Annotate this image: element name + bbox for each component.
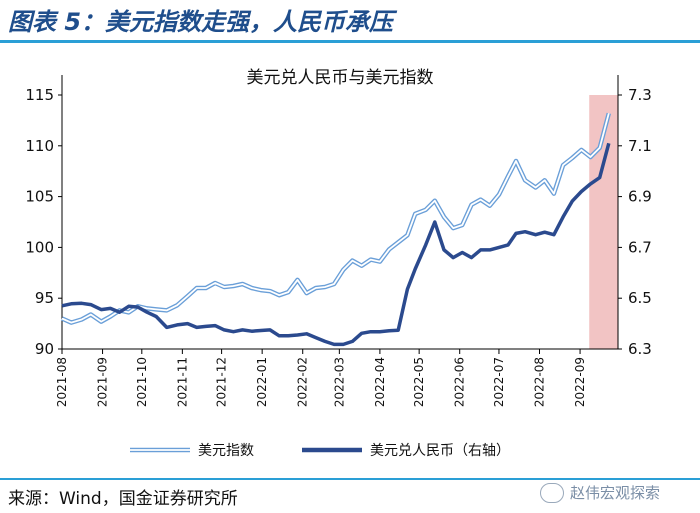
x-tick-label: 2021-09 (96, 357, 110, 407)
watermark: 赵伟宏观探索 (540, 482, 660, 503)
x-tick-label: 2021-12 (215, 357, 229, 407)
right-tick-label: 6.9 (628, 188, 652, 206)
left-tick-label: 100 (25, 238, 54, 256)
right-tick-label: 6.5 (628, 289, 652, 307)
left-tick-label: 90 (35, 340, 54, 358)
x-tick-label: 2022-07 (492, 357, 506, 407)
legend-label-cny: 美元兑人民币（右轴） (370, 443, 510, 459)
x-tick-label: 2022-01 (255, 357, 269, 407)
x-tick-label: 2022-09 (573, 357, 587, 407)
axes-layer: 90 95 100 105 110 115 6.3 6.5 6.7 6.9 7.1 7.3 2021-0… (25, 75, 652, 407)
left-tick-label: 115 (25, 86, 54, 104)
right-tick-label: 6.7 (628, 238, 652, 256)
chart: 90 95 100 105 110 115 6.3 6.5 6.7 6.9 7.1 7.3 2021-0… (25, 68, 652, 459)
x-tick-label: 2022-05 (412, 357, 426, 407)
x-tick-label: 2022-04 (373, 357, 387, 407)
top-rule (0, 40, 700, 43)
figure-title: 图表 5：美元指数走强，人民币承压 (8, 8, 394, 36)
right-tick-label: 7.3 (628, 86, 652, 104)
x-tick-label: 2022-08 (533, 357, 547, 407)
source-note: 来源：Wind，国金证券研究所 (8, 489, 238, 509)
chart-title: 美元兑人民币与美元指数 (247, 68, 434, 88)
x-tick-label: 2021-10 (135, 357, 149, 407)
watermark-text: 赵伟宏观探索 (570, 484, 661, 502)
x-tick-label: 2021-08 (55, 357, 69, 407)
series-dxy-outer (61, 112, 611, 325)
x-tick-label: 2021-11 (175, 357, 189, 407)
left-tick-label: 105 (25, 188, 54, 206)
x-tick-label: 2022-06 (453, 357, 467, 407)
series-layer (61, 112, 611, 347)
x-tick-label: 2022-02 (296, 357, 310, 407)
series-cny-line (61, 142, 611, 347)
right-tick-label: 7.1 (628, 137, 652, 155)
left-tick-label: 110 (25, 137, 54, 155)
series-dxy-inner (61, 113, 610, 324)
x-tick-label: 2022-03 (332, 357, 346, 407)
left-tick-label: 95 (35, 289, 54, 307)
legend: 美元指数 美元兑人民币（右轴） (130, 443, 510, 459)
legend-label-dxy: 美元指数 (198, 443, 254, 459)
wechat-icon (540, 482, 564, 503)
bottom-rule (0, 478, 700, 480)
right-tick-label: 6.3 (628, 340, 652, 358)
